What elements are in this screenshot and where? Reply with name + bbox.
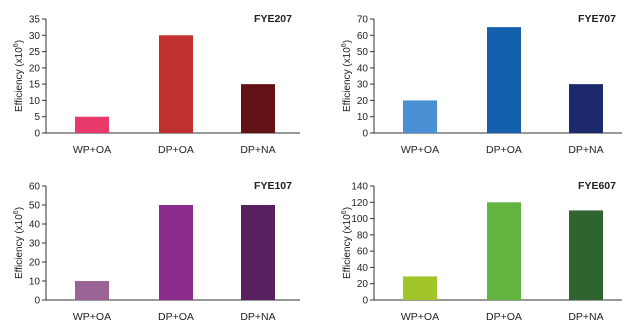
y-axis-label-close: ) xyxy=(14,40,25,43)
y-tick-label: 100 xyxy=(351,214,368,225)
y-tick-label: 10 xyxy=(29,277,41,288)
y-tick-label: 20 xyxy=(357,96,369,107)
x-category-label: WP+OA xyxy=(73,144,111,156)
y-tick-label: 0 xyxy=(34,296,40,307)
x-category-label: DP+OA xyxy=(486,311,522,322)
x-category-label: WP+OA xyxy=(401,311,439,322)
x-category-label: WP+OA xyxy=(73,311,111,322)
bar-dp-na xyxy=(241,84,275,133)
bar-dp-na xyxy=(569,84,603,133)
y-tick-label: 20 xyxy=(357,279,369,290)
y-tick-label: 40 xyxy=(29,220,41,231)
y-tick-label: 25 xyxy=(29,47,41,58)
y-axis-label: Efficiency (x106) xyxy=(341,40,353,112)
x-category-label: DP+NA xyxy=(240,144,275,156)
y-tick-label: 0 xyxy=(362,296,368,307)
chart-panel-0: 0 5 10 15 20 25 30 35 WP+OA DP+OA DP+NA FYE207 Effic… xyxy=(13,13,300,156)
bar-wp-oa xyxy=(75,116,109,133)
y-axis-label-exponent: 6 xyxy=(341,43,348,47)
bar-dp-oa xyxy=(487,27,521,134)
y-tick-label: 80 xyxy=(357,230,369,241)
chart-panel-2: 0 10 20 30 40 50 60 WP+OA DP+OA DP+NA FYE107 Effici… xyxy=(13,180,300,323)
y-tick-label: 40 xyxy=(357,263,369,274)
y-tick-label: 10 xyxy=(29,96,41,107)
y-tick-label: 50 xyxy=(29,201,41,212)
panel-title: FYE107 xyxy=(254,180,292,192)
y-axis-label-close: ) xyxy=(342,207,353,210)
y-tick-label: 30 xyxy=(357,80,369,91)
y-tick-label: 70 xyxy=(357,15,369,26)
y-tick-label: 20 xyxy=(29,258,41,269)
x-category-label: WP+OA xyxy=(401,144,439,156)
bar-wp-oa xyxy=(403,276,437,300)
y-tick-label: 40 xyxy=(357,63,369,74)
x-category-label: DP+OA xyxy=(158,144,194,156)
x-category-label: DP+OA xyxy=(486,144,522,156)
y-axis-label-exponent: 6 xyxy=(13,210,20,214)
y-tick-label: 0 xyxy=(362,129,368,140)
y-axis-label-text: Efficiency (x10 xyxy=(14,214,25,279)
x-category-label: DP+NA xyxy=(568,144,603,156)
y-axis-label-text: Efficiency (x10 xyxy=(14,47,25,112)
y-tick-label: 50 xyxy=(357,47,369,58)
y-tick-label: 15 xyxy=(29,80,41,91)
y-axis-label-close: ) xyxy=(14,207,25,210)
bar-dp-oa xyxy=(159,35,193,133)
bar-wp-oa xyxy=(403,100,437,133)
y-tick-label: 60 xyxy=(357,247,369,258)
bar-dp-oa xyxy=(487,202,521,300)
y-tick-label: 120 xyxy=(351,198,368,209)
y-tick-label: 30 xyxy=(29,31,41,42)
y-tick-label: 10 xyxy=(357,112,369,123)
y-tick-label: 35 xyxy=(29,15,41,26)
y-tick-label: 5 xyxy=(34,112,40,123)
y-tick-label: 140 xyxy=(351,182,368,193)
y-tick-label: 60 xyxy=(357,31,369,42)
panel-title: FYE207 xyxy=(254,13,292,25)
bar-wp-oa xyxy=(75,281,109,300)
y-axis-label: Efficiency (x106) xyxy=(13,207,25,279)
x-category-label: DP+NA xyxy=(240,311,275,322)
y-axis-label-close: ) xyxy=(342,40,353,43)
y-axis-label-text: Efficiency (x10 xyxy=(342,47,353,112)
y-tick-label: 20 xyxy=(29,63,41,74)
bar-dp-oa xyxy=(159,205,193,300)
y-axis-label-text: Efficiency (x10 xyxy=(342,214,353,279)
panel-title: FYE707 xyxy=(578,13,616,25)
y-tick-label: 0 xyxy=(34,129,40,140)
y-axis-label: Efficiency (x106) xyxy=(341,207,353,279)
y-axis-label: Efficiency (x106) xyxy=(13,40,25,112)
y-axis-label-exponent: 6 xyxy=(13,43,20,47)
x-category-label: DP+OA xyxy=(158,311,194,322)
panel-title: FYE607 xyxy=(578,180,616,192)
chart-panel-3: 0 20 40 60 80 100 120 140 WP+OA DP+OA DP+NA FYE607 E… xyxy=(341,180,622,323)
bar-dp-na xyxy=(241,205,275,300)
x-category-label: DP+NA xyxy=(568,311,603,322)
y-axis-label-exponent: 6 xyxy=(341,210,348,214)
y-tick-label: 60 xyxy=(29,182,41,193)
chart-panel-1: 0 10 20 30 40 50 60 70 WP+OA DP+OA DP+NA FYE707 Effi… xyxy=(341,13,622,156)
bar-dp-na xyxy=(569,210,603,300)
y-tick-label: 30 xyxy=(29,239,41,250)
